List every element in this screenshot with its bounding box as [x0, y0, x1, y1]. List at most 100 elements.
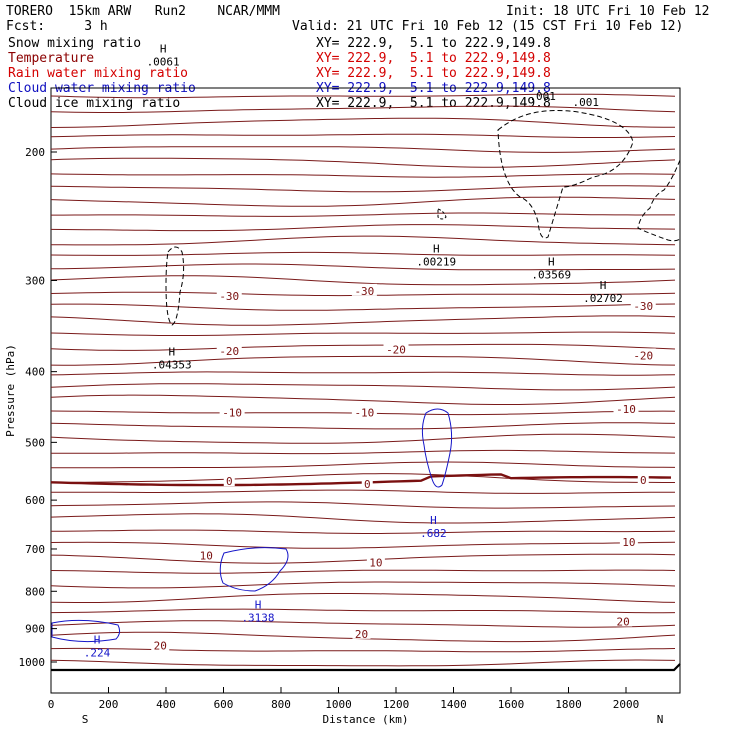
isotherm-line — [50, 593, 676, 603]
temperature-label-bg — [216, 288, 242, 301]
maximum-value: .04353 — [152, 359, 192, 372]
x-axis-label: Distance (km) — [322, 713, 408, 726]
maximum-value: .001 — [529, 90, 556, 103]
x-tick-label: 0 — [48, 698, 55, 711]
cloud-water-contour — [421, 408, 453, 488]
isotherm-line — [50, 620, 676, 628]
temperature-label: 20 — [154, 640, 167, 653]
isotherm-line — [51, 489, 675, 494]
temperature-label-bg — [351, 405, 377, 418]
field-xy-temperature: XY= 222.9, 5.1 to 222.9,149.8 — [316, 51, 551, 66]
temperature-label: -10 — [354, 406, 374, 419]
isotherm-line — [50, 224, 676, 232]
isotherm-line — [50, 235, 676, 246]
maximum-marker-h: H — [160, 43, 167, 56]
isotherm-line — [50, 251, 676, 256]
field-name-rain: Rain water mixing ratio — [8, 66, 189, 81]
plot-frame — [50, 87, 681, 694]
isotherm-line — [50, 196, 676, 207]
maximum-marker-h: H — [168, 346, 175, 359]
temperature-label-bg — [366, 555, 385, 568]
isotherm-line — [50, 117, 675, 128]
temperature-label: -30 — [219, 290, 239, 303]
isotherm-line — [50, 433, 676, 444]
y-tick-label: 300 — [25, 274, 45, 287]
temperature-label: -30 — [633, 300, 653, 313]
y-tick-label: 800 — [25, 585, 45, 598]
y-tick-label: 1000 — [19, 656, 46, 669]
temperature-label: -30 — [354, 285, 374, 298]
temperature-label: 20 — [355, 628, 368, 641]
isotherm-line — [50, 355, 676, 366]
temperature-label: 0 — [640, 474, 647, 487]
temperature-label-bg — [216, 344, 242, 357]
cloud-water-contour — [51, 619, 121, 643]
isotherm-line — [50, 461, 676, 469]
isotherm-line — [51, 212, 675, 217]
isotherm-line — [50, 422, 676, 430]
field-xy-snow: XY= 222.9, 5.1 to 222.9,149.8 — [316, 36, 551, 51]
snow-contour — [637, 159, 681, 242]
maximum-marker-h: H — [600, 279, 607, 292]
temperature-label-bg — [219, 405, 245, 418]
isotherm-line — [50, 501, 676, 509]
maximum-value: .03569 — [531, 269, 571, 282]
temperature-label-bg — [351, 283, 377, 296]
isotherm-line — [50, 553, 676, 564]
x-tick-label: 600 — [214, 698, 234, 711]
isotherm-line — [50, 608, 676, 614]
maximum-value: .00219 — [416, 255, 456, 268]
terrain-line — [51, 663, 681, 672]
temperature-label-bg — [383, 342, 409, 355]
temperature-label: 20 — [617, 615, 630, 628]
maximum-value: .02702 — [583, 292, 623, 305]
isotherm-line — [50, 513, 676, 524]
y-tick-label: 900 — [25, 623, 45, 636]
isotherm-line — [50, 473, 675, 484]
isotherm-line — [50, 529, 676, 534]
y-tick-label: 400 — [25, 366, 45, 379]
maximum-value: .682 — [420, 527, 447, 540]
valid-time: Valid: 21 UTC Fri 10 Feb 12 (15 CST Fri … — [292, 19, 684, 34]
temperature-label-bg — [619, 535, 638, 548]
isotherm-line — [50, 157, 676, 168]
field-xy-rain: XY= 222.9, 5.1 to 222.9,149.8 — [316, 66, 551, 81]
isotherm-zero-line — [50, 473, 672, 487]
isotherm-line — [50, 263, 676, 271]
temperature-label: -20 — [386, 343, 406, 356]
isotherm-line — [50, 647, 676, 653]
temperature-label-bg — [197, 548, 216, 561]
temperature-label: 0 — [226, 475, 233, 488]
x-tick-label: 800 — [271, 698, 291, 711]
temperature-label: -10 — [616, 403, 636, 416]
isotherm-line — [50, 343, 676, 351]
maximum-value: .001 — [573, 96, 600, 109]
maximum-marker-h: H — [548, 256, 555, 269]
temperature-label-bg — [614, 614, 633, 627]
maximum-marker-h: H — [255, 598, 262, 611]
field-name-cloud-water: Cloud water mixing ratio — [8, 81, 196, 96]
isotherm-line — [50, 133, 676, 138]
temperature-label-bg — [223, 474, 235, 487]
isotherm-line — [50, 394, 676, 405]
temperature-label: 10 — [369, 556, 382, 569]
south-endpoint-label: S — [82, 713, 89, 726]
temperature-label-bg — [613, 401, 639, 414]
temperature-label: 10 — [622, 536, 635, 549]
isotherm-line — [50, 315, 676, 326]
isotherm-line — [50, 185, 676, 193]
temperature-label-bg — [630, 298, 656, 311]
y-tick-label: 700 — [25, 543, 45, 556]
temperature-label-bg — [637, 472, 649, 485]
y-tick-label: 200 — [25, 146, 45, 159]
temperature-label: -20 — [633, 349, 653, 362]
isotherm-line — [50, 146, 676, 153]
y-tick-label: 500 — [25, 436, 45, 449]
maximum-marker-h: H — [94, 633, 101, 646]
temperature-label: -10 — [222, 406, 242, 419]
x-tick-label: 1000 — [325, 698, 352, 711]
isotherm-line — [50, 303, 676, 311]
maximum-value: .0061 — [147, 56, 180, 69]
isotherm-line — [50, 275, 676, 286]
